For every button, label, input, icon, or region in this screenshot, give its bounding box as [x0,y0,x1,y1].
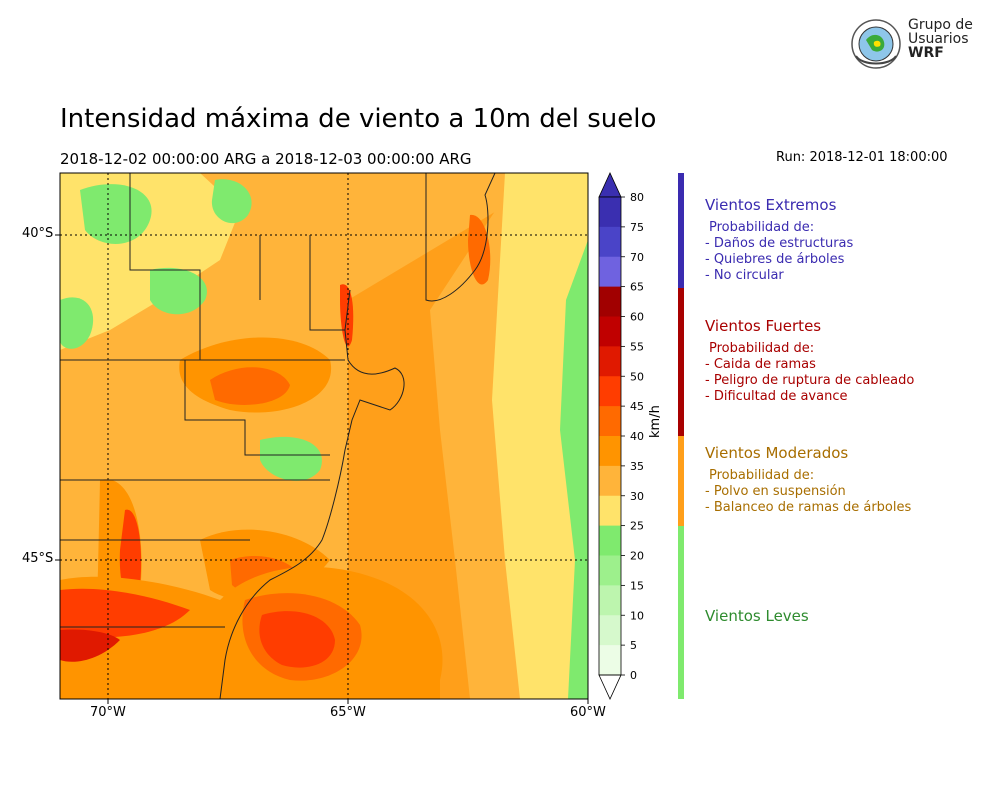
legend-fuertes-line: - Peligro de ruptura de cableado [705,373,915,388]
colorbar-tick-label: 45 [630,400,644,413]
legend-fuertes-title: Vientos Fuertes [705,317,822,335]
logo-line-3: WRF [908,45,944,61]
colorbar-cell [599,525,621,556]
legend-fuertes: Vientos Fuertes Probabilidad de: - Caida… [705,317,914,405]
colorbar-cell [599,316,621,347]
colorbar-cell [599,346,621,377]
colorbar-cell [599,197,621,228]
legend-extremos-line: - Quiebres de árboles [705,252,845,267]
wind-field [60,173,588,699]
lat-label-45s: 45°S [22,551,54,566]
legend-leves-title: Vientos Leves [705,607,809,625]
colorbar-cell [599,376,621,407]
colorbar-tick-label: 15 [630,579,644,592]
colorbar-cell [599,436,621,467]
wrf-logo: Grupo de Usuarios WRF [848,16,978,72]
colorbar-cell [599,585,621,616]
colorbar-cell [599,555,621,586]
colorbar-cell [599,286,621,317]
colorbar-cell [599,465,621,497]
legend-fuertes-line: - Caida de ramas [705,357,816,372]
legend-moderados-line: - Polvo en suspensión [705,484,846,499]
colorbar-tick-label: 75 [630,221,644,234]
colorbar-tick-label: 50 [630,370,644,383]
legend-fuertes-line: Probabilidad de: [709,341,815,356]
colorbar-tick-label: 40 [630,430,644,443]
colorbar-tick-label: 0 [630,669,637,682]
legend-extremos-line: Probabilidad de: [709,220,815,235]
colorbar-tick-label: 25 [630,520,644,533]
logo-line-2: Usuarios [908,31,969,47]
legend-extremos-line: - Daños de estructuras [705,236,854,251]
logo-line-1: Grupo de [908,17,973,33]
legend-moderados: Vientos Moderados Probabilidad de: - Pol… [705,444,911,516]
legend-extremos-line: - No circular [705,268,784,283]
legend-leves: Vientos Leves [705,607,809,625]
legend-fuertes-line: - Dificultad de avance [705,389,848,404]
legend-extremos: Vientos Extremos Probabilidad de: - Daño… [705,196,853,284]
colorbar-tick-label: 30 [630,490,644,503]
lon-label-65w: 65°W [330,705,366,720]
colorbar-tick-label: 5 [630,639,637,652]
colorbar-cell [599,226,621,258]
legend-moderados-title: Vientos Moderados [705,444,849,462]
colorbar-cell [599,495,621,527]
forecast-period: 2018-12-02 00:00:00 ARG a 2018-12-03 00:… [60,150,472,168]
colorbar-unit: km/h [648,405,663,438]
colorbar-tick-label: 55 [630,340,644,353]
lon-label-60w: 60°W [570,705,606,720]
colorbar-cell [599,645,621,676]
legend-extremos-title: Vientos Extremos [705,196,837,214]
lat-label-40s: 40°S [22,226,54,241]
colorbar-tick-label: 80 [630,191,644,204]
lon-label-70w: 70°W [90,705,126,720]
colorbar-tick-label: 65 [630,281,644,294]
run-time: Run: 2018-12-01 18:00:00 [776,150,948,165]
legend-moderados-line: - Balanceo de ramas de árboles [705,500,912,515]
colorbar-tick-label: 35 [630,460,644,473]
legend-bars [678,173,684,699]
globe-icon [851,19,901,69]
legend-moderados-line: Probabilidad de: [709,468,815,483]
colorbar-tick-label: 60 [630,311,644,324]
colorbar-tick-label: 70 [630,251,644,264]
colorbar-tick-label: 10 [630,609,644,622]
page-title: Intensidad máxima de viento a 10m del su… [60,104,657,134]
colorbar-cell [599,256,621,288]
colorbar-cell [599,406,621,437]
colorbar-cell [599,615,621,646]
colorbar-tick-label: 20 [630,550,644,563]
